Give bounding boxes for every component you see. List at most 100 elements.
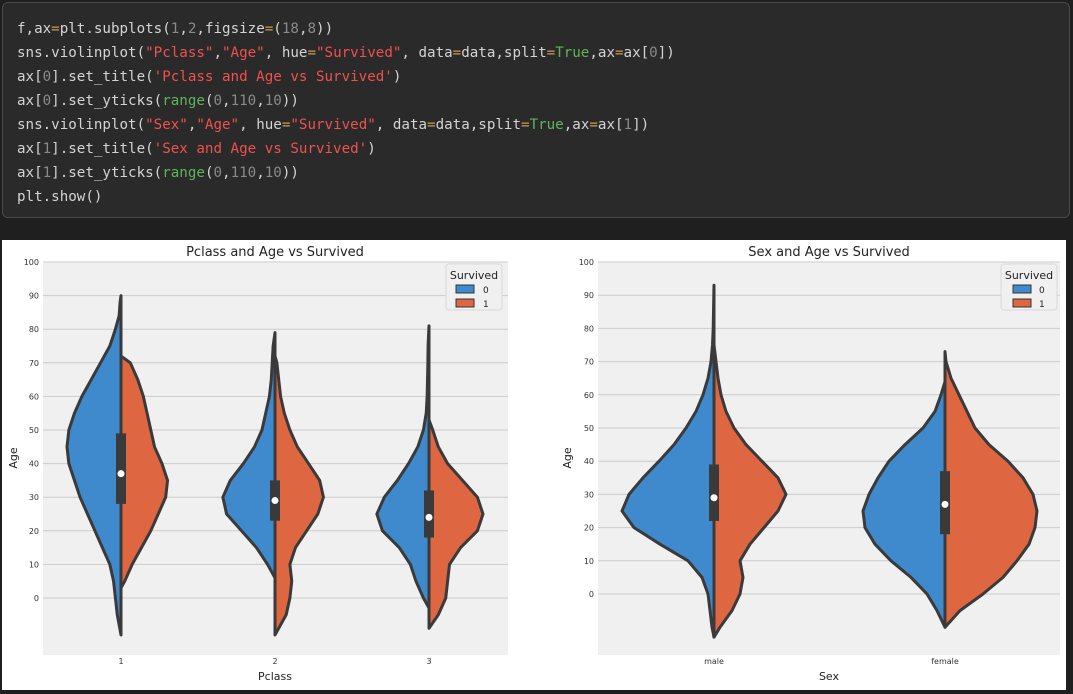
code-token: 0 — [649, 45, 658, 61]
code-token: 1 — [42, 141, 52, 157]
y-tick-label: 40 — [584, 457, 594, 466]
median-point — [941, 500, 949, 508]
code-token: 1 — [42, 165, 52, 181]
code-token: ax[ — [17, 165, 43, 181]
code-token: 18 — [281, 21, 299, 37]
code-token: ].set_yticks( — [51, 165, 163, 181]
code-token: 0 — [42, 93, 52, 109]
median-point — [710, 494, 718, 502]
code-token: ( — [204, 165, 214, 181]
violin-half-survived-0 — [620, 283, 716, 639]
code-token: ax[ — [17, 69, 43, 85]
code-token: , — [298, 21, 308, 37]
code-token: ,ax — [563, 117, 590, 133]
y-tick-labels: 0 10 20 30 40 50 60 70 80 90 100 — [24, 258, 39, 603]
code-token: , data — [375, 117, 428, 133]
code-token: = — [427, 117, 436, 133]
code-token: 110 — [230, 165, 257, 181]
code-token: , — [222, 165, 231, 181]
code-token: "Survived" — [316, 45, 402, 61]
code-token: , — [256, 165, 265, 181]
legend-label-0: 0 — [483, 286, 489, 296]
legend-title: Survived — [1005, 269, 1053, 282]
code-token: ( — [273, 21, 282, 37]
code-token: ].set_title( — [51, 141, 154, 157]
code-token: )) — [316, 21, 334, 37]
code-token: , hue — [239, 117, 282, 133]
code-cell[interactable]: f,ax=plt.subplots(1,2,figsize=(18,8)) sn… — [2, 2, 1070, 218]
violin-half-survived-1 — [119, 354, 170, 590]
violin-half-survived-1 — [273, 354, 325, 637]
y-tick-label: 40 — [29, 460, 39, 469]
legend: Survived 0 1 — [1000, 263, 1058, 311]
x-tick-label: female — [931, 657, 959, 666]
code-token: = — [264, 21, 274, 37]
code-token: ( — [204, 93, 214, 109]
x-tick-label: male — [704, 657, 724, 666]
code-token: ,ax — [589, 45, 615, 61]
code-token: )) — [281, 165, 299, 181]
code-token: ]) — [632, 117, 650, 133]
legend-swatch-0 — [1012, 284, 1032, 294]
code-token: 'Sex and Age vs Survived' — [153, 141, 368, 157]
code-editor[interactable]: f,ax=plt.subplots(1,2,figsize=(18,8)) sn… — [17, 17, 675, 209]
code-token: = — [589, 117, 598, 133]
code-token: ]) — [657, 45, 675, 61]
code-token: 1 — [623, 117, 633, 133]
legend-label-1: 1 — [483, 300, 489, 310]
median-point — [271, 497, 279, 505]
legend-label-1: 1 — [1039, 300, 1045, 310]
y-tick-label: 10 — [29, 560, 39, 569]
x-tick-label: 1 — [118, 657, 123, 666]
code-token: ,figsize — [196, 21, 265, 37]
y-tick-label: 90 — [29, 292, 39, 301]
violin-half-survived-0 — [861, 380, 947, 629]
x-axis-label: Pclass — [258, 670, 292, 683]
x-tick-label: 2 — [272, 657, 277, 666]
code-token: "Sex" — [145, 117, 188, 133]
y-tick-label: 20 — [29, 527, 39, 536]
code-token: ].set_title( — [51, 69, 154, 85]
code-token: "Survived" — [290, 117, 376, 133]
code-token: = — [51, 21, 60, 37]
y-tick-label: 20 — [584, 524, 594, 533]
code-token: = — [546, 45, 556, 61]
x-tick-labels: 1 2 3 — [118, 657, 431, 666]
code-token: ) — [367, 141, 376, 157]
violin-half-survived-0 — [65, 294, 123, 637]
code-token: 110 — [230, 93, 257, 109]
code-token: = — [452, 45, 462, 61]
code-token: ax[ — [623, 45, 650, 61]
code-token: = — [281, 117, 291, 133]
y-tick-label: 70 — [584, 358, 594, 367]
code-token: sns.violinplot( — [17, 117, 146, 133]
y-axis-label: Age — [561, 447, 574, 469]
y-tick-label: 50 — [584, 424, 594, 433]
code-token: 10 — [264, 165, 282, 181]
code-token: , — [179, 21, 188, 37]
legend: Survived 0 1 — [445, 263, 503, 311]
code-token: f,ax — [17, 21, 52, 37]
median-point — [425, 513, 433, 521]
code-token: , — [213, 45, 223, 61]
x-axis-label: Sex — [819, 670, 840, 683]
violins — [620, 283, 1039, 639]
code-token: "Age" — [222, 45, 265, 61]
code-token: 10 — [264, 93, 282, 109]
code-token: range — [162, 165, 205, 181]
violin-half-survived-1 — [427, 418, 485, 630]
code-token: )) — [281, 93, 299, 109]
violin-half-survived-0 — [221, 331, 277, 580]
x-tick-labels: male female — [704, 657, 959, 666]
code-token: 'Pclass and Age vs Survived' — [153, 69, 393, 85]
code-token: = — [614, 45, 624, 61]
y-tick-label: 100 — [24, 258, 39, 267]
chart-title: Sex and Age vs Survived — [748, 245, 909, 260]
x-tick-label: 3 — [426, 657, 431, 666]
y-axis-label: Age — [7, 447, 20, 469]
code-token: plt.show() — [17, 189, 103, 205]
code-token: , hue — [264, 45, 308, 61]
code-token: , data — [401, 45, 453, 61]
